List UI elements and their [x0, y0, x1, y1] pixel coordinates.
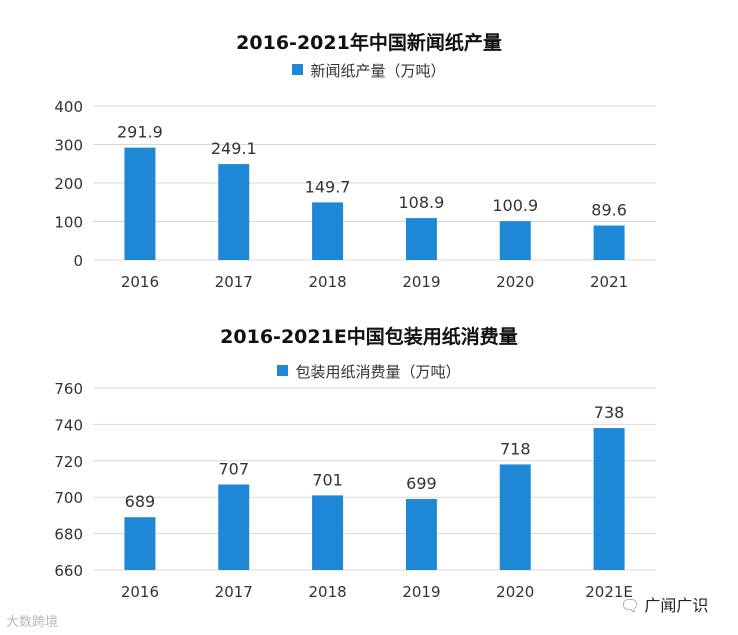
chart2-bar: [405, 499, 437, 570]
chart2-value-label: 707: [218, 459, 249, 478]
chart2-value-label: 718: [500, 439, 531, 458]
chart1-y-tick-label: 400: [54, 98, 83, 116]
chart1-bar: [124, 147, 156, 260]
chart2-x-tick-label: 2018: [308, 583, 346, 601]
chart1-x-tick-label: 2020: [496, 273, 534, 291]
chart2-bar: [218, 484, 250, 570]
chart1-bar: [593, 225, 625, 260]
chart1-bar: [405, 218, 437, 260]
chart1-value-label: 100.9: [492, 196, 538, 215]
chart2-bar: [499, 464, 531, 570]
chart1-value-label: 149.7: [305, 177, 351, 196]
chart2-x-tick-label: 2017: [215, 583, 253, 601]
chart1-bar: [218, 164, 250, 260]
chart2-value-label: 701: [312, 470, 343, 489]
chart1-bar: [312, 202, 344, 260]
chart2-legend: 包装用纸消费量（万吨）: [0, 361, 738, 382]
chart1-legend-swatch: [292, 64, 304, 75]
chart2-legend-label: 包装用纸消费量（万吨）: [295, 363, 461, 381]
chart1-title: 2016-2021年中国新闻纸产量: [236, 32, 502, 54]
chart2-x-tick-label: 2020: [496, 583, 534, 601]
chart2-legend-swatch: [277, 365, 289, 376]
brand-name: 广闻广识: [644, 596, 709, 615]
chart1-value-label: 89.6: [591, 201, 627, 220]
chart1-plot: 0 100 200 300 400 291.9 2016 249.1 2017 149.7 2018…: [54, 98, 656, 291]
chart1-value-label: 249.1: [211, 139, 257, 158]
chart2-y-tick-label: 700: [54, 489, 83, 507]
brand: 🗨 广闻广识: [620, 592, 708, 616]
chart1-y-tick-label: 200: [54, 175, 83, 193]
chart1-y-tick-label: 300: [54, 137, 83, 155]
chart2-value-label: 699: [406, 474, 437, 493]
chart2-bar: [312, 495, 344, 570]
chart2-y-tick-label: 720: [54, 453, 83, 471]
chart2-title: 2016-2021E中国包装用纸消费量: [220, 326, 518, 348]
chart2-y-tick-label: 740: [54, 416, 83, 434]
chart2-bar: [593, 428, 625, 570]
chart2-x-tick-label: 2021E: [585, 583, 633, 601]
chart1-value-label: 291.9: [117, 123, 163, 142]
chart1-x-tick-label: 2019: [402, 273, 440, 291]
chart1-y-tick-label: 100: [54, 214, 83, 232]
chart2-bar: [124, 517, 156, 570]
chart2-x-tick-label: 2016: [121, 583, 159, 601]
chart2-value-label: 738: [594, 403, 625, 422]
wechat-bubble-icon: 🗨: [620, 596, 641, 615]
chart1-y-tick-label: 0: [73, 252, 83, 270]
chart1-legend-label: 新闻纸产量（万吨）: [310, 62, 446, 80]
watermark: 大数跨境: [6, 615, 59, 630]
chart1-value-label: 108.9: [399, 193, 445, 212]
chart2-y-tick-label: 760: [54, 380, 83, 398]
chart2-x-tick-label: 2019: [402, 583, 440, 601]
chart2-plot: 660 680 700 720 740 760 689 2016 707 2017 701 2018 6…: [54, 380, 656, 601]
chart1-bar: [499, 221, 531, 260]
chart1-x-tick-label: 2016: [121, 273, 159, 291]
chart1-x-tick-label: 2017: [215, 273, 253, 291]
chart2-y-tick-label: 680: [54, 526, 83, 544]
chart2-y-tick-label: 660: [54, 562, 83, 580]
chart1-legend: 新闻纸产量（万吨）: [0, 60, 738, 81]
chart1-x-tick-label: 2018: [308, 273, 346, 291]
chart1-x-tick-label: 2021: [590, 273, 628, 291]
chart2-value-label: 689: [125, 492, 156, 511]
